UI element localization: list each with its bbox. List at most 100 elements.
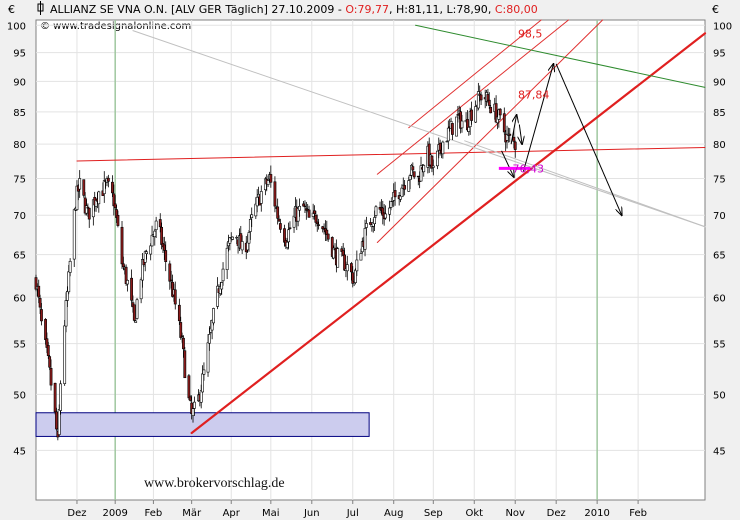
- x-tick-label: Feb: [629, 508, 647, 519]
- candle-body: [201, 373, 204, 393]
- candle-body: [192, 401, 196, 409]
- candle-body: [369, 222, 372, 225]
- y-tick-label-right: 55: [713, 340, 726, 351]
- candle-body: [149, 245, 153, 255]
- candle-body: [502, 113, 506, 133]
- x-tick-label: 2010: [584, 508, 609, 519]
- candle-body: [278, 223, 282, 230]
- y-tick-label-right: 50: [713, 390, 726, 401]
- candle-body: [113, 203, 117, 208]
- candle-body: [287, 229, 290, 243]
- y-tick-label-left: 85: [13, 108, 26, 119]
- rising-trendline: [190, 32, 707, 435]
- candle-body: [46, 345, 50, 356]
- candle-body: [435, 150, 439, 167]
- candle-body: [64, 300, 68, 327]
- candle-body: [40, 309, 43, 322]
- grey-trend-lower: [464, 140, 706, 228]
- candle-body: [145, 251, 148, 255]
- candle-body: [78, 178, 82, 190]
- candle-body: [363, 228, 367, 250]
- candle-body: [228, 237, 232, 244]
- candle-body: [303, 205, 307, 208]
- axes: 45 45 50 50 55 55 60 60 65 65 70 70 75 75 80 80 85 85 90 90…: [7, 21, 732, 519]
- candle-body: [336, 248, 340, 268]
- candle-body: [307, 209, 311, 218]
- candle-body: [120, 226, 124, 265]
- header-open: O:79,77: [345, 3, 389, 16]
- candle-body: [266, 180, 270, 185]
- candle-body: [489, 106, 493, 114]
- x-tick-label: Sep: [424, 508, 443, 519]
- y-tick-label-left: 70: [13, 211, 26, 222]
- arrow-down-to-support: [501, 150, 514, 177]
- candle-body: [55, 411, 58, 430]
- candle-body: [416, 175, 420, 178]
- candle-body: [132, 304, 136, 321]
- candle-body: [388, 207, 392, 215]
- candle-body: [400, 187, 404, 198]
- candle-body: [37, 285, 41, 298]
- candle-body: [188, 396, 192, 401]
- candle-body: [235, 236, 239, 239]
- candle-body: [111, 181, 114, 194]
- header-low: L:78,90: [446, 3, 487, 16]
- candle-body: [202, 369, 206, 375]
- candle-body: [206, 342, 210, 373]
- candle-body: [446, 127, 450, 142]
- candle-body: [479, 94, 483, 101]
- arrow-down-large: [555, 63, 622, 215]
- x-tick-label: Mai: [262, 508, 280, 519]
- candle-body: [374, 206, 378, 216]
- candle-body: [63, 325, 67, 384]
- x-tick-label: Dez: [547, 508, 566, 519]
- candle-body: [393, 190, 397, 198]
- candle-body: [49, 367, 53, 386]
- price-annotation: 98,5: [518, 27, 543, 40]
- x-tick-label: Aug: [384, 508, 404, 519]
- price-annotation: 87,84: [518, 88, 550, 101]
- y-tick-label-left: 100: [7, 21, 26, 32]
- candle-body: [259, 191, 263, 204]
- y-tick-label-right: 70: [713, 211, 726, 222]
- candle-body: [314, 214, 318, 223]
- y-tick-label-left: 55: [13, 340, 26, 351]
- y-tick-label-right: 80: [713, 140, 726, 151]
- candle-body: [269, 174, 273, 183]
- candle-body: [68, 260, 72, 273]
- candle-body: [48, 356, 52, 368]
- candle-body: [168, 263, 172, 282]
- candle-body: [351, 272, 355, 284]
- candle-body: [72, 209, 76, 260]
- candle-body: [153, 230, 157, 237]
- chart-header: ALLIANZ SE VNA O.N. [ALV GER Täglich] 27…: [8, 1, 719, 32]
- candle-body: [431, 165, 435, 168]
- candle-body: [207, 334, 211, 344]
- candle-body: [179, 322, 183, 338]
- candle-body: [182, 337, 185, 350]
- y-tick-label-right: 65: [713, 251, 726, 262]
- candle-body: [498, 108, 502, 116]
- channel-upper: [408, 19, 542, 129]
- forecast-arrows: [498, 63, 622, 215]
- candle-body: [365, 223, 368, 228]
- y-tick-label-right: 45: [713, 446, 726, 457]
- candle-body: [173, 289, 177, 305]
- candle-body: [438, 142, 442, 151]
- candle-body: [277, 218, 281, 222]
- arrow-up-small-1: [510, 115, 516, 145]
- watermark: www.brokervorschlag.de: [144, 476, 285, 491]
- candle-body: [373, 217, 376, 225]
- candle-body: [177, 304, 181, 322]
- candle-body: [455, 116, 458, 137]
- candle-body: [343, 254, 346, 271]
- candle-body: [164, 250, 168, 262]
- candle-body: [38, 298, 42, 308]
- currency-label-left: €: [8, 3, 15, 16]
- candle-body: [247, 232, 251, 244]
- y-tick-label-right: 90: [713, 77, 726, 88]
- candle-body: [422, 165, 426, 173]
- candle-body: [451, 123, 454, 135]
- candle-body: [44, 319, 47, 340]
